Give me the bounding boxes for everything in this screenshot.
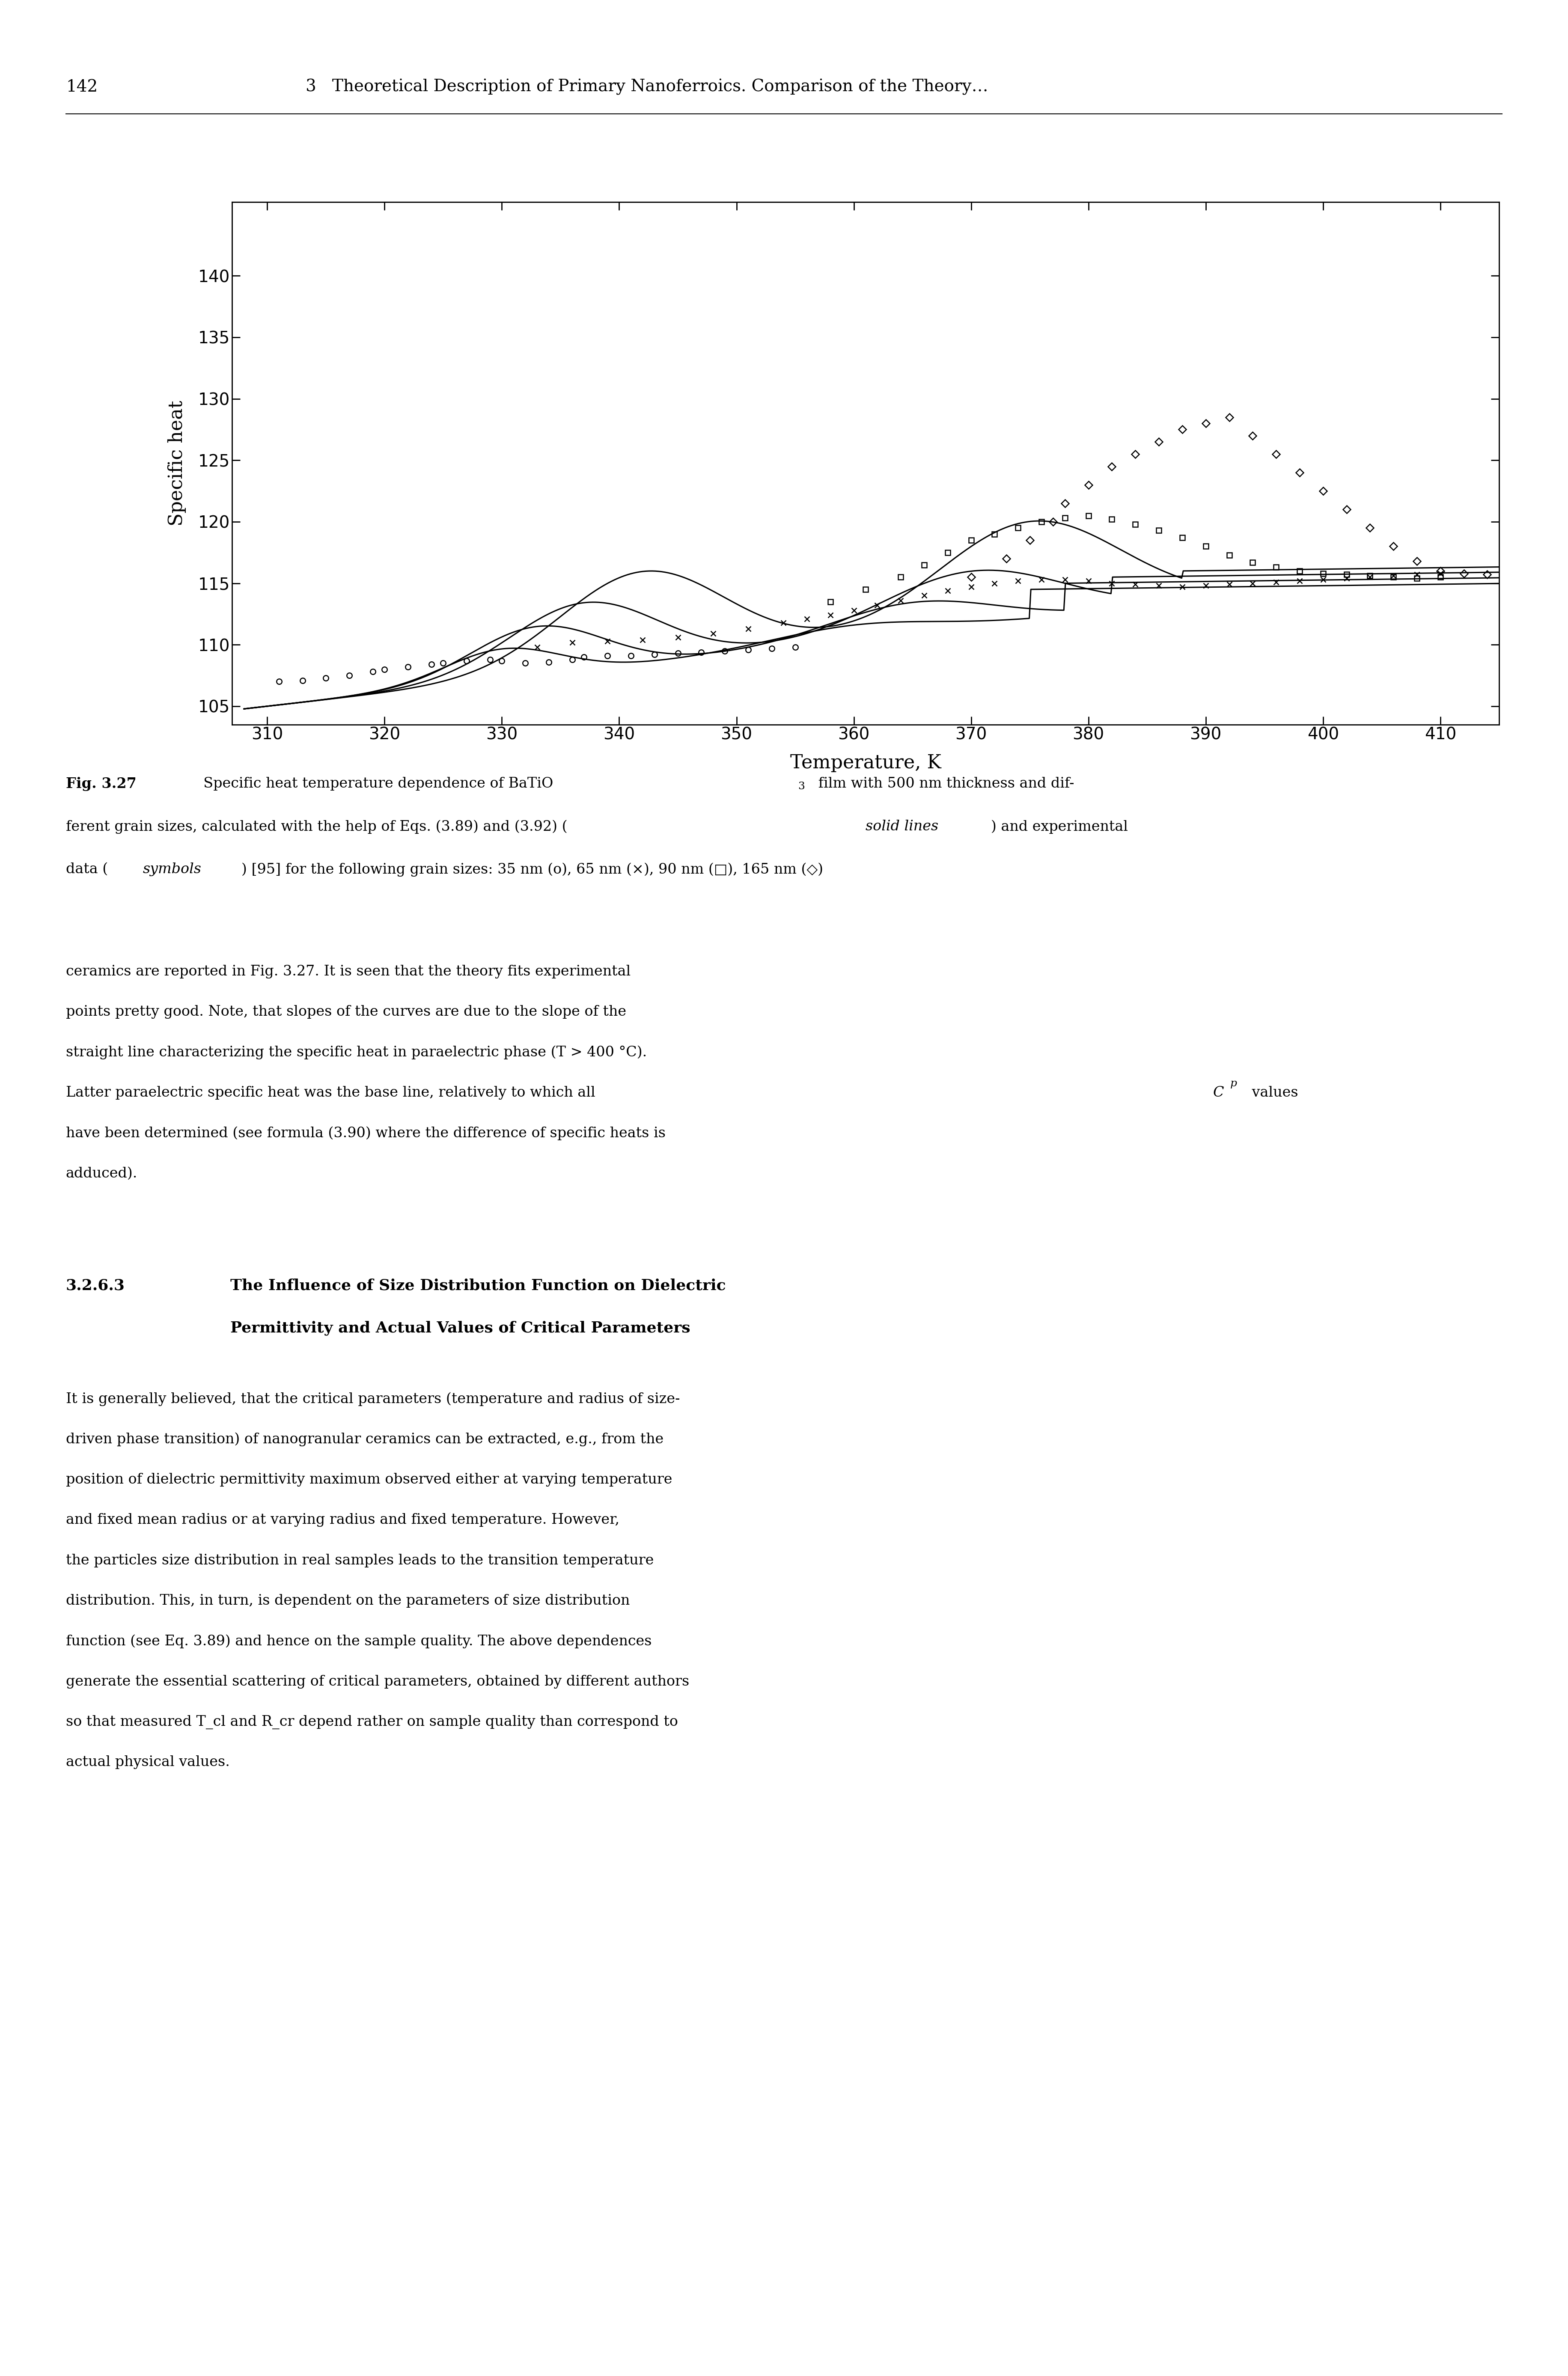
Text: and fixed mean radius or at varying radius and fixed temperature. However,: and fixed mean radius or at varying radi…	[66, 1514, 619, 1528]
Text: Latter paraelectric specific heat was the base line, relatively to which all: Latter paraelectric specific heat was th…	[66, 1086, 601, 1100]
Text: Fig. 3.27: Fig. 3.27	[66, 777, 136, 791]
Text: It is generally believed, that the critical parameters (temperature and radius o: It is generally believed, that the criti…	[66, 1392, 681, 1407]
Text: symbols: symbols	[143, 862, 201, 877]
Text: ceramics are reported in Fig. 3.27. It is seen that the theory fits experimental: ceramics are reported in Fig. 3.27. It i…	[66, 965, 630, 979]
Text: ferent grain sizes, calculated with the help of Eqs. (3.89) and (3.92) (: ferent grain sizes, calculated with the …	[66, 820, 568, 834]
Text: have been determined (see formula (3.90) where the difference of specific heats : have been determined (see formula (3.90)…	[66, 1126, 665, 1140]
Y-axis label: Specific heat: Specific heat	[168, 402, 187, 525]
Text: points pretty good. Note, that slopes of the curves are due to the slope of the: points pretty good. Note, that slopes of…	[66, 1005, 626, 1019]
Text: 3.2.6.3: 3.2.6.3	[66, 1278, 125, 1293]
Text: data (: data (	[66, 862, 108, 877]
Text: actual physical values.: actual physical values.	[66, 1756, 230, 1770]
Text: straight line characterizing the specific heat in paraelectric phase (T > 400 °C: straight line characterizing the specifi…	[66, 1045, 648, 1060]
Text: so that measured T_cl and R_cr depend rather on sample quality than correspond t: so that measured T_cl and R_cr depend ra…	[66, 1715, 677, 1730]
Text: Permittivity and Actual Values of Critical Parameters: Permittivity and Actual Values of Critic…	[230, 1321, 690, 1335]
Text: distribution. This, in turn, is dependent on the parameters of size distribution: distribution. This, in turn, is dependen…	[66, 1594, 630, 1609]
Text: 3   Theoretical Description of Primary Nanoferroics. Comparison of the Theory…: 3 Theoretical Description of Primary Nan…	[306, 78, 988, 95]
Text: adduced).: adduced).	[66, 1167, 138, 1181]
Text: Specific heat temperature dependence of BaTiO: Specific heat temperature dependence of …	[194, 777, 554, 791]
Text: 3: 3	[798, 782, 804, 791]
Text: function (see Eq. 3.89) and hence on the sample quality. The above dependences: function (see Eq. 3.89) and hence on the…	[66, 1635, 652, 1649]
Text: ) and experimental: ) and experimental	[991, 820, 1127, 834]
Text: 142: 142	[66, 78, 97, 95]
Text: the particles size distribution in real samples leads to the transition temperat: the particles size distribution in real …	[66, 1554, 654, 1568]
Text: ) [95] for the following grain sizes: 35 nm (o), 65 nm (×), 90 nm (□), 165 nm (◇: ) [95] for the following grain sizes: 35…	[241, 862, 823, 877]
Text: The Influence of Size Distribution Function on Dielectric: The Influence of Size Distribution Funct…	[230, 1278, 726, 1293]
Text: position of dielectric permittivity maximum observed either at varying temperatu: position of dielectric permittivity maxi…	[66, 1473, 673, 1487]
Text: C: C	[1212, 1086, 1223, 1100]
Text: driven phase transition) of nanogranular ceramics can be extracted, e.g., from t: driven phase transition) of nanogranular…	[66, 1433, 663, 1447]
Text: film with 500 nm thickness and dif-: film with 500 nm thickness and dif-	[814, 777, 1074, 791]
X-axis label: Temperature, K: Temperature, K	[790, 753, 941, 772]
Text: generate the essential scattering of critical parameters, obtained by different : generate the essential scattering of cri…	[66, 1675, 690, 1689]
Text: solid lines: solid lines	[866, 820, 938, 834]
Text: p: p	[1229, 1079, 1237, 1088]
Text: values: values	[1248, 1086, 1298, 1100]
